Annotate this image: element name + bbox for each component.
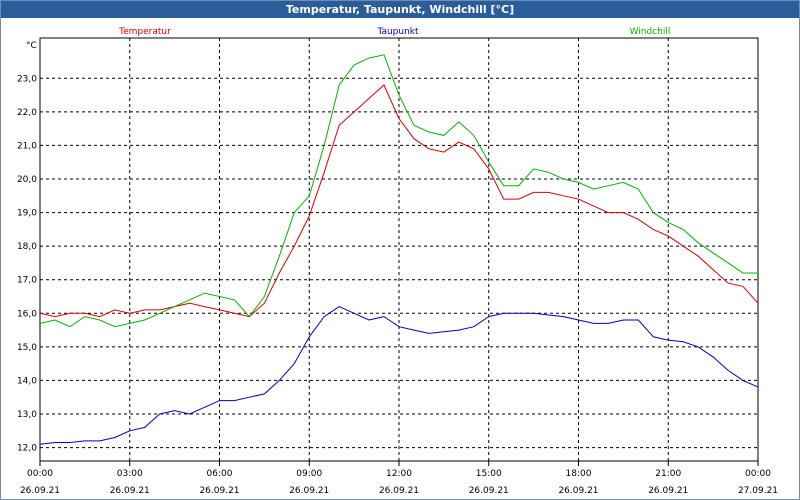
chart-title: Temperatur, Taupunkt, Windchill [°C]: [1, 1, 799, 18]
y-tick-label: 12,0: [17, 444, 37, 454]
y-tick-label: 17,0: [17, 276, 37, 286]
plot-area-border: [39, 37, 759, 462]
x-tick-date-label: 27.09.21: [738, 486, 778, 496]
legend-entry-windchill: Windchill: [630, 27, 671, 37]
x-tick-date-label: 26.09.21: [289, 486, 329, 496]
grid-lines: [40, 38, 758, 461]
legend-entry-taupunkt: Taupunkt: [376, 27, 419, 37]
legend-entry-temperatur: Temperatur: [118, 27, 171, 37]
x-tick-time-label: 06:00: [207, 469, 233, 479]
y-tick-label: 13,0: [17, 410, 37, 420]
x-tick-date-label: 26.09.21: [199, 486, 239, 496]
x-tick-time-label: 09:00: [296, 469, 322, 479]
y-tick-label: 16,0: [17, 309, 37, 319]
y-tick-label: 20,0: [17, 175, 37, 185]
y-axis-unit-label: °C: [26, 41, 37, 51]
axes: [39, 37, 759, 466]
tick-labels: 12,0 13,0 14,0 15,0 16,0 17,0 18,0 19,0 20,0 21,0…: [17, 74, 778, 496]
x-tick-time-label: 00:00: [745, 469, 771, 479]
y-tick-label: 18,0: [17, 242, 37, 252]
x-tick-time-label: 03:00: [117, 469, 143, 479]
y-tick-label: 14,0: [17, 376, 37, 386]
x-tick-time-label: 21:00: [655, 469, 681, 479]
x-tick-time-label: 15:00: [476, 469, 502, 479]
x-tick-date-label: 26.09.21: [648, 486, 688, 496]
y-tick-label: 23,0: [17, 74, 37, 84]
series-line-windchill: [39, 54, 758, 328]
series-lines: [39, 54, 759, 445]
x-tick-date-label: 26.09.21: [379, 486, 419, 496]
legend: Temperatur Taupunkt Windchill: [118, 27, 670, 37]
series-line-taupunkt: [39, 306, 759, 445]
x-tick-date-label: 26.09.21: [469, 486, 509, 496]
x-tick-time-label: 18:00: [566, 469, 592, 479]
y-tick-label: 22,0: [17, 108, 37, 118]
x-tick-date-label: 26.09.21: [110, 486, 150, 496]
y-tick-label: 15,0: [17, 343, 37, 353]
y-tick-label: 21,0: [17, 141, 37, 151]
x-tick-date-label: 26.09.21: [558, 486, 598, 496]
series-line-temperatur: [39, 84, 759, 318]
x-tick-time-label: 12:00: [386, 469, 412, 479]
x-tick-date-label: 26.09.21: [20, 486, 60, 496]
x-tick-time-label: 00:00: [27, 469, 53, 479]
y-tick-label: 19,0: [17, 209, 37, 219]
